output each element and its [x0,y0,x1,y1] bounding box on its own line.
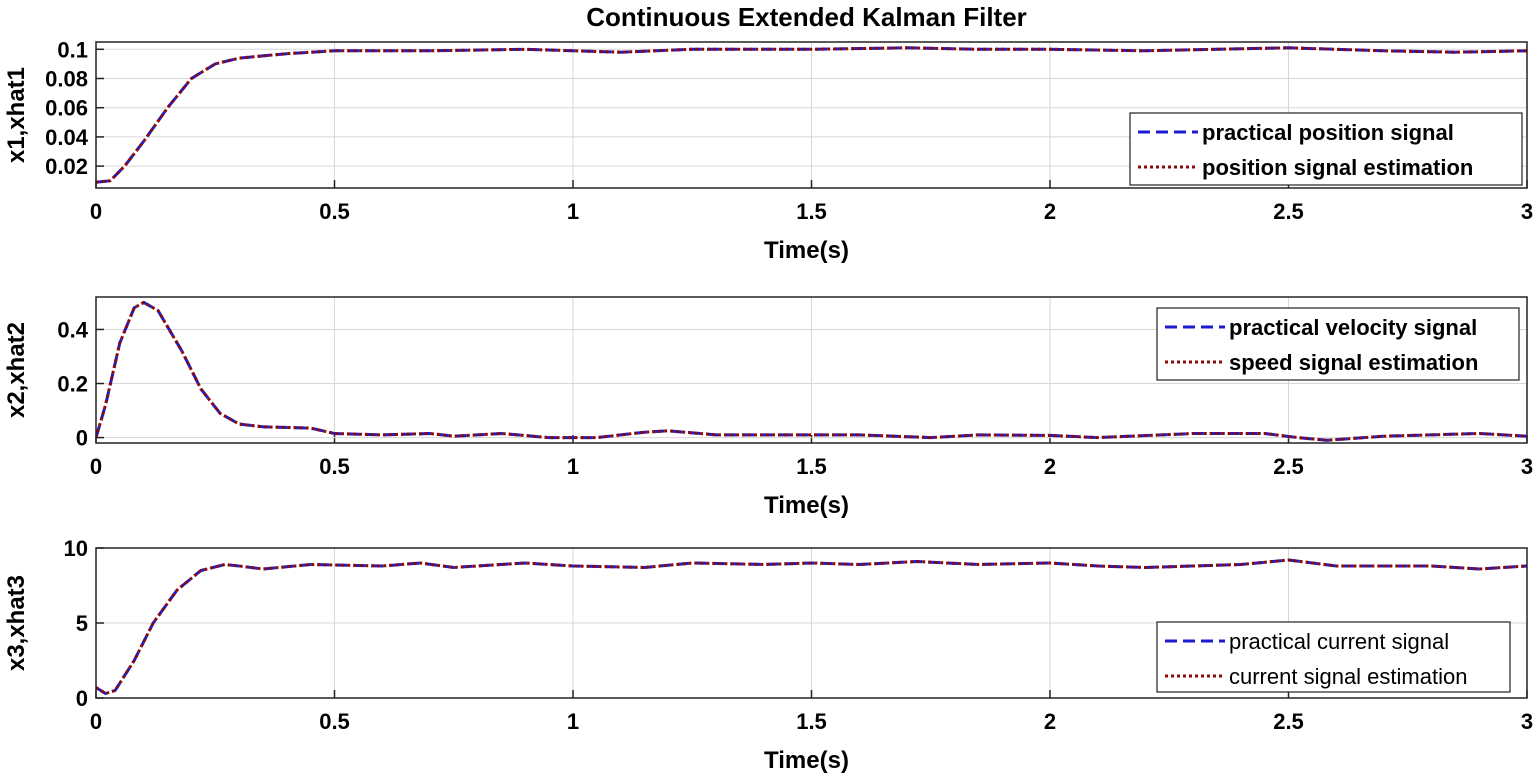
subplot-3: 0 0.5 1 1.5 2 2.5 3 0 5 10 Time(s) x3,xhat3 practica… [3,536,1533,774]
legend-box [1156,307,1520,381]
x-tick-label: 2.5 [1273,709,1304,734]
y-axis-label: x3,xhat3 [3,575,30,671]
chart-title: Continuous Extended Kalman Filter [586,2,1027,32]
y-axis-label: x1,xhat1 [3,67,30,163]
legend-box [1156,621,1511,693]
y-tick-label: 0.04 [45,125,89,150]
x-tick-label: 1 [567,199,579,224]
y-tick-label: 0.1 [57,37,88,62]
legend-label: practical velocity signal [1229,315,1477,340]
x-tick-label: 0.5 [319,709,350,734]
legend-label: position signal estimation [1202,155,1473,180]
x-tick-label: 3 [1521,709,1533,734]
series-line-estimation [96,558,1527,695]
x-tick-label: 1.5 [796,199,827,224]
y-tick-label: 10 [64,536,88,561]
legend: practical position signal position signal… [1129,112,1523,186]
legend: practical velocity signal speed signal es… [1156,307,1520,381]
axes-box [95,296,1528,444]
x-tick-label: 1.5 [796,709,827,734]
y-axis-label: x2,xhat2 [3,322,30,418]
x-tick-label: 0.5 [319,199,350,224]
x-tick-label: 0 [90,199,102,224]
y-tick-label: 0 [76,426,88,451]
axes-box [95,41,1528,189]
y-tick-label: 0.4 [57,317,88,342]
legend-label: practical position signal [1202,120,1454,145]
legend-label: practical current signal [1229,629,1449,654]
y-tick-label: 0.2 [57,372,88,397]
y-tick-label: 0.06 [45,96,88,121]
legend: practical current signal current signal e… [1156,621,1511,693]
x-tick-label: 0 [90,709,102,734]
x-tick-label: 2.5 [1273,199,1304,224]
y-tick-label: 0 [76,686,88,711]
x-tick-label: 2.5 [1273,454,1304,479]
x-axis-label: Time(s) [764,237,849,264]
x-tick-label: 1.5 [796,454,827,479]
x-axis-label: Time(s) [764,492,849,519]
y-tick-label: 5 [76,611,88,636]
y-tick-label: 0.02 [45,154,88,179]
y-tick-label: 0.08 [45,67,88,92]
x-tick-label: 3 [1521,199,1533,224]
x-tick-label: 0 [90,454,102,479]
x-axis-label: Time(s) [764,747,849,774]
x-tick-label: 0.5 [319,454,350,479]
series-line-estimation [96,46,1527,184]
x-tick-label: 3 [1521,454,1533,479]
x-tick-label: 2 [1044,199,1056,224]
axes-box [95,547,1528,699]
legend-label: current signal estimation [1229,664,1467,689]
legend-box [1129,112,1523,186]
x-tick-label: 1 [567,709,579,734]
subplot-2: 0 0.5 1 1.5 2 2.5 3 0 0.2 0.4 Time(s) x2,xhat2 pract… [3,296,1533,519]
subplot-1: 0 0.5 1 1.5 2 2.5 3 0.02 0.04 0.06 0.08 0.1 Time(s) x… [3,2,1533,264]
x-tick-label: 1 [567,454,579,479]
legend-label: speed signal estimation [1229,350,1478,375]
series-line-practical [96,46,1527,184]
series-line-estimation [96,300,1527,442]
x-tick-label: 2 [1044,709,1056,734]
x-tick-label: 2 [1044,454,1056,479]
